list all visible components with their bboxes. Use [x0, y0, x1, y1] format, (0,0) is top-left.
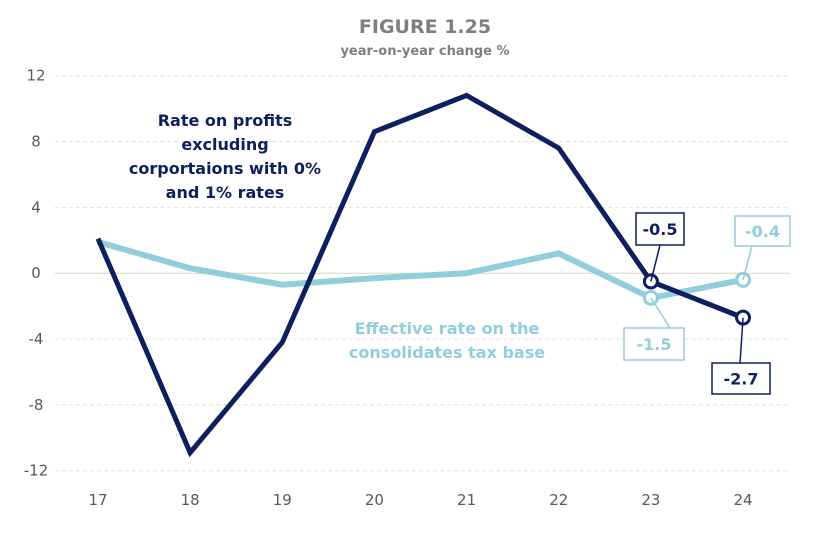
- data-label-box: [635, 212, 685, 246]
- series-label: excluding: [181, 135, 268, 154]
- data-label-box: [623, 327, 685, 361]
- chart-subtitle: year-on-year change %: [340, 44, 509, 59]
- chart-title: FIGURE 1.25: [359, 16, 491, 38]
- y-tick-label: 0: [31, 264, 41, 282]
- x-tick-label: 20: [365, 491, 384, 509]
- x-tick-label: 23: [641, 491, 660, 509]
- callout-leader: [742, 245, 753, 280]
- series-line-rate-on-profits: [95, 92, 744, 458]
- x-tick-label: 22: [549, 491, 568, 509]
- callout-leader: [650, 244, 661, 282]
- y-tick-label: 12: [26, 67, 45, 85]
- series-label: Rate on profits: [158, 111, 293, 130]
- x-tick-label: 21: [457, 491, 476, 509]
- y-tick-label: 4: [31, 198, 41, 216]
- series-label: Effective rate on the: [355, 319, 540, 338]
- data-label-box: [711, 362, 771, 395]
- y-tick-label: -8: [29, 396, 44, 414]
- data-label: -1.5: [637, 335, 672, 354]
- x-tick-label: 19: [273, 491, 292, 509]
- y-tick-label: -12: [24, 462, 49, 480]
- data-label: -2.7: [724, 370, 759, 389]
- data-label: -0.4: [745, 222, 780, 241]
- x-tick-label: 17: [88, 491, 107, 509]
- callout-leader: [739, 317, 744, 364]
- x-tick-label: 18: [181, 491, 200, 509]
- series-label: consolidates tax base: [349, 343, 545, 362]
- series-line-effective-rate: [97, 239, 744, 302]
- callout-leader: [650, 297, 671, 329]
- series-label: and 1% rates: [166, 183, 285, 202]
- data-label-box: [734, 215, 791, 247]
- series-label: corportaions with 0%: [129, 159, 321, 178]
- x-tick-label: 24: [734, 491, 753, 509]
- data-label: -0.5: [643, 220, 678, 239]
- y-tick-label: -4: [29, 330, 44, 348]
- y-tick-label: 8: [31, 133, 41, 151]
